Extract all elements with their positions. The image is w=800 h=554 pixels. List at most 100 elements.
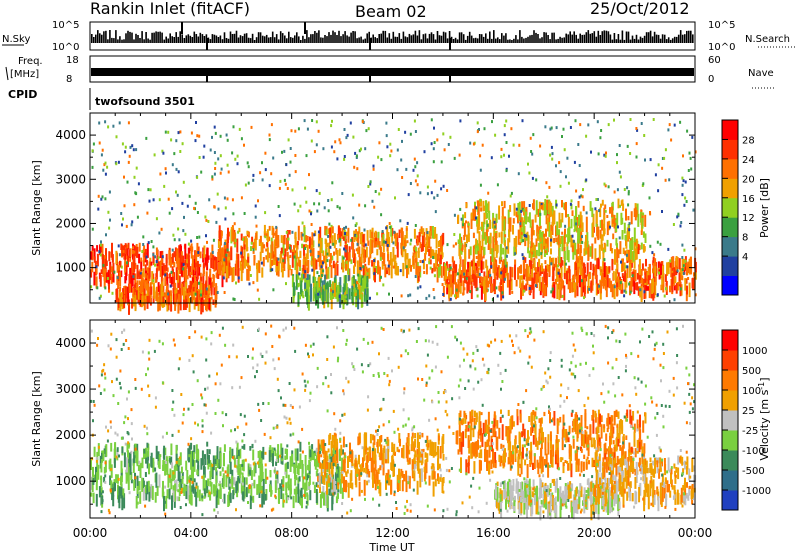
heatmap-cell xyxy=(308,173,310,177)
heatmap-cell xyxy=(564,228,566,238)
heatmap-cell xyxy=(341,487,344,499)
heatmap-cell xyxy=(616,188,619,192)
heatmap-cell xyxy=(192,296,195,300)
heatmap-cell xyxy=(277,205,280,208)
nsky-bar xyxy=(509,39,511,43)
nsky-bar xyxy=(565,33,567,43)
heatmap-cell xyxy=(178,482,181,497)
heatmap-cell xyxy=(221,265,224,276)
heatmap-cell xyxy=(617,249,620,259)
heatmap-cell xyxy=(181,267,184,271)
heatmap-cell xyxy=(288,230,291,235)
heatmap-cell xyxy=(99,253,102,257)
heatmap-cell xyxy=(448,284,451,299)
heatmap-cell xyxy=(563,148,566,152)
heatmap-cell xyxy=(486,289,488,293)
nsky-bar xyxy=(145,32,147,43)
heatmap-cell xyxy=(123,175,125,179)
heatmap-cell xyxy=(640,269,643,276)
heatmap-cell xyxy=(454,268,456,285)
heatmap-cell xyxy=(498,427,501,439)
heatmap-cell xyxy=(404,249,407,262)
heatmap-cell xyxy=(530,258,533,269)
heatmap-cell xyxy=(476,130,479,134)
heatmap-cell xyxy=(313,233,316,237)
heatmap-cell xyxy=(629,290,632,294)
heatmap-cell xyxy=(326,462,329,470)
nsky-bar xyxy=(418,30,421,43)
heatmap-cell xyxy=(673,298,676,302)
heatmap-cell xyxy=(598,284,601,288)
heatmap-cell xyxy=(491,120,493,124)
heatmap-cell xyxy=(561,429,564,439)
heatmap-cell xyxy=(416,174,419,178)
heatmap-cell xyxy=(310,244,313,250)
heatmap-cell xyxy=(535,238,538,247)
heatmap-cell xyxy=(473,274,476,286)
heatmap-cell xyxy=(228,252,231,257)
heatmap-cell xyxy=(223,453,225,466)
heatmap-cell xyxy=(416,480,419,495)
heatmap-cell xyxy=(551,285,554,298)
heatmap-cell xyxy=(535,437,538,447)
heatmap-cell xyxy=(214,167,217,170)
heatmap-cell xyxy=(329,245,332,249)
heatmap-cell xyxy=(175,287,178,294)
heatmap-cell xyxy=(502,283,504,298)
nsky-bar xyxy=(111,37,113,43)
heatmap-cell xyxy=(445,282,448,288)
heatmap-cell xyxy=(304,270,307,274)
heatmap-cell xyxy=(104,258,107,269)
heatmap-cell xyxy=(287,138,290,142)
heatmap-cell xyxy=(272,156,275,160)
heatmap-cell xyxy=(600,203,602,208)
heatmap-cell xyxy=(694,261,697,273)
heatmap-cell xyxy=(312,256,315,271)
heatmap-cell xyxy=(414,165,417,169)
heatmap-cell xyxy=(603,228,605,236)
heatmap-cell xyxy=(522,221,525,236)
heatmap-cell xyxy=(448,274,451,280)
heatmap-cell xyxy=(141,295,144,307)
heatmap-cell xyxy=(688,282,691,298)
heatmap-cell xyxy=(365,432,368,448)
heatmap-cell xyxy=(598,453,601,464)
heatmap-cell xyxy=(120,484,123,499)
heatmap-cell xyxy=(253,254,256,266)
nsky-bar xyxy=(398,33,401,43)
heatmap-cell xyxy=(505,264,508,268)
heatmap-cell xyxy=(632,250,635,262)
heatmap-cell xyxy=(550,145,553,149)
heatmap-cell xyxy=(589,261,592,271)
heatmap-cell xyxy=(621,445,624,455)
heatmap-cell xyxy=(616,243,618,249)
heatmap-cell xyxy=(430,191,433,195)
heatmap-cell xyxy=(247,181,250,185)
heatmap-cell xyxy=(636,439,639,453)
heatmap-cell xyxy=(396,474,399,489)
heatmap-cell xyxy=(382,283,385,287)
heatmap-cell xyxy=(289,456,292,472)
heatmap-cell xyxy=(568,425,571,434)
freq-band xyxy=(91,68,694,76)
heatmap-cell xyxy=(136,215,139,219)
heatmap-cell xyxy=(243,244,246,250)
heatmap-cell xyxy=(299,453,302,469)
heatmap-cell xyxy=(434,478,437,487)
heatmap-cell xyxy=(581,279,583,283)
heatmap-cell xyxy=(673,285,676,291)
heatmap-cell xyxy=(545,243,548,249)
heatmap-cell xyxy=(317,255,320,258)
heatmap-cell xyxy=(437,240,440,247)
heatmap-cell xyxy=(585,216,588,233)
heatmap-cell xyxy=(577,459,580,472)
heatmap-cell xyxy=(477,267,480,278)
heatmap-cell xyxy=(219,134,222,138)
heatmap-cell xyxy=(644,269,647,273)
heatmap-cell xyxy=(426,233,429,247)
heatmap-cell xyxy=(304,247,306,250)
heatmap-cell xyxy=(556,418,559,435)
nsky-bar xyxy=(273,37,276,43)
nsky-bar xyxy=(320,37,322,43)
heatmap-cell xyxy=(662,273,665,287)
